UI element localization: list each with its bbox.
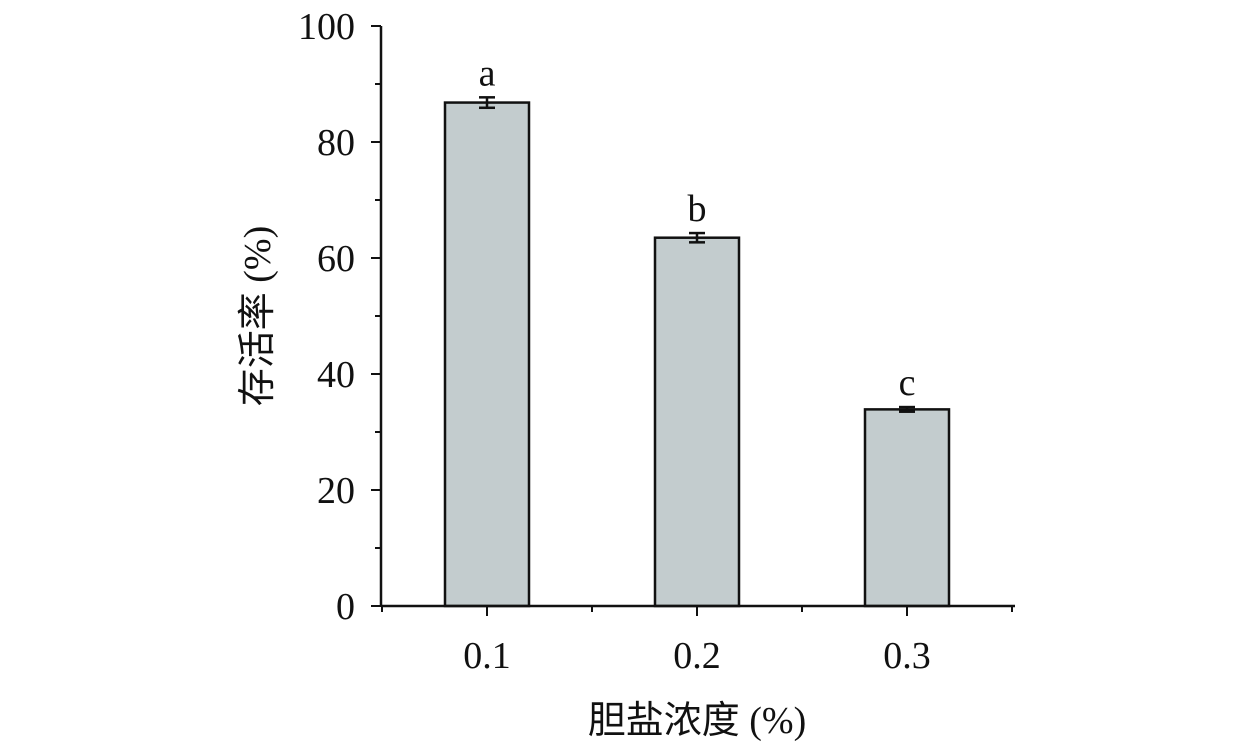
- y-tick-label-80: 80: [317, 122, 355, 164]
- bar-0.2: [653, 236, 741, 608]
- x-tick-label-0.1: 0.1: [463, 635, 511, 677]
- y-axis-title: 存活率 (%): [237, 226, 279, 406]
- x-tick-label-0.2: 0.2: [673, 635, 721, 677]
- x-tick-label-0.3: 0.3: [883, 635, 931, 677]
- axes-layer: [371, 25, 1015, 616]
- error-bars-layer: [479, 96, 915, 413]
- labels-layer: a b c 0 20 40 60 80 100 0.1 0.2 0.3: [298, 6, 931, 677]
- y-tick-label-100: 100: [298, 6, 355, 48]
- y-tick-label-0: 0: [336, 586, 355, 628]
- bar-0.1: [443, 101, 531, 608]
- significance-label-b: b: [688, 188, 707, 230]
- significance-label-c: c: [899, 362, 916, 404]
- y-tick-label-60: 60: [317, 238, 355, 280]
- bar-0.3: [863, 408, 951, 608]
- x-axis-title: 胆盐浓度 (%): [588, 700, 806, 742]
- bars-layer: [443, 101, 951, 608]
- significance-label-a: a: [479, 52, 496, 94]
- y-tick-label-40: 40: [317, 354, 355, 396]
- y-tick-label-20: 20: [317, 470, 355, 512]
